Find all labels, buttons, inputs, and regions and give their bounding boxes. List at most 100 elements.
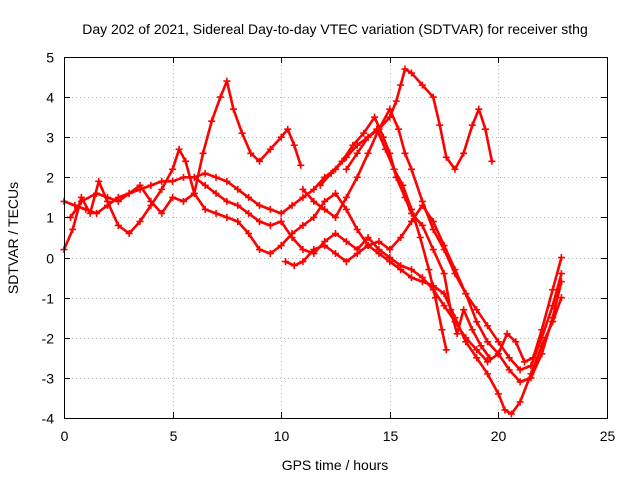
data-point bbox=[538, 334, 546, 342]
data-point bbox=[353, 225, 361, 233]
data-point bbox=[290, 141, 298, 149]
data-point bbox=[436, 121, 444, 129]
data-point bbox=[208, 117, 216, 125]
data-point bbox=[425, 266, 433, 274]
data-point bbox=[169, 165, 177, 173]
data-point bbox=[288, 201, 296, 209]
data-point bbox=[418, 197, 426, 205]
data-point bbox=[451, 165, 459, 173]
data-point bbox=[338, 157, 346, 165]
data-point bbox=[505, 354, 513, 362]
data-point bbox=[125, 189, 133, 197]
data-point bbox=[494, 338, 502, 346]
data-point bbox=[266, 221, 274, 229]
data-point bbox=[394, 125, 402, 133]
data-point bbox=[520, 358, 528, 366]
series-trace bbox=[193, 176, 563, 364]
x-axis-label: GPS time / hours bbox=[282, 457, 389, 473]
data-point bbox=[247, 149, 255, 157]
data-point bbox=[190, 189, 198, 197]
series-trace bbox=[318, 115, 492, 360]
data-point bbox=[364, 149, 372, 157]
data-point bbox=[299, 221, 307, 229]
data-point bbox=[505, 366, 513, 374]
data-point bbox=[442, 346, 450, 354]
data-point bbox=[255, 246, 263, 254]
data-point bbox=[310, 213, 318, 221]
data-point bbox=[408, 266, 416, 274]
data-point bbox=[484, 358, 492, 366]
data-point bbox=[375, 238, 383, 246]
data-point bbox=[484, 338, 492, 346]
data-point bbox=[342, 193, 350, 201]
data-point bbox=[392, 97, 400, 105]
data-point bbox=[460, 149, 468, 157]
data-point bbox=[431, 294, 439, 302]
data-point bbox=[284, 125, 292, 133]
data-point bbox=[440, 270, 448, 278]
data-point bbox=[299, 193, 307, 201]
data-point bbox=[429, 93, 437, 101]
data-point bbox=[453, 330, 461, 338]
data-point bbox=[158, 185, 166, 193]
data-point bbox=[401, 65, 409, 73]
data-point bbox=[408, 69, 416, 77]
x-tick-label: 20 bbox=[491, 428, 507, 444]
y-tick-label: -2 bbox=[42, 331, 55, 347]
data-point bbox=[234, 201, 242, 209]
y-tick-label: 5 bbox=[46, 50, 54, 66]
data-point bbox=[310, 246, 318, 254]
data-point bbox=[438, 326, 446, 334]
data-point bbox=[429, 246, 437, 254]
data-point bbox=[234, 185, 242, 193]
data-point bbox=[321, 197, 329, 205]
data-point bbox=[475, 105, 483, 113]
data-point bbox=[136, 217, 144, 225]
data-point bbox=[255, 201, 263, 209]
data-point bbox=[549, 314, 557, 322]
y-axis-label: SDTVAR / TECUs bbox=[5, 182, 21, 294]
data-point bbox=[125, 229, 133, 237]
data-point bbox=[473, 346, 481, 354]
data-point bbox=[69, 225, 77, 233]
data-point bbox=[266, 145, 274, 153]
data-point bbox=[182, 157, 190, 165]
data-point bbox=[321, 205, 329, 213]
data-point bbox=[229, 105, 237, 113]
data-point bbox=[223, 213, 231, 221]
data-point bbox=[327, 169, 335, 177]
data-point bbox=[364, 234, 372, 241]
x-tick-label: 5 bbox=[170, 428, 178, 444]
data-point bbox=[310, 197, 318, 205]
data-point bbox=[86, 209, 94, 217]
data-point bbox=[408, 274, 416, 282]
data-point bbox=[557, 254, 565, 262]
y-tick-label: -4 bbox=[42, 411, 55, 427]
data-point bbox=[255, 157, 263, 165]
series-trace bbox=[62, 79, 303, 251]
data-point bbox=[408, 205, 416, 213]
data-point bbox=[216, 93, 224, 101]
data-point bbox=[557, 294, 565, 302]
data-point bbox=[103, 193, 111, 201]
data-point bbox=[473, 306, 481, 314]
data-point bbox=[397, 234, 405, 241]
data-point bbox=[199, 149, 207, 157]
data-point bbox=[169, 177, 177, 185]
data-point bbox=[310, 185, 318, 193]
data-point bbox=[95, 177, 103, 185]
data-point bbox=[266, 205, 274, 213]
data-point bbox=[477, 342, 485, 350]
series-trace bbox=[284, 204, 563, 384]
data-point bbox=[408, 165, 416, 173]
data-point bbox=[212, 189, 220, 197]
data-point bbox=[175, 145, 183, 153]
data-point bbox=[516, 398, 524, 406]
grid bbox=[64, 57, 607, 418]
data-point bbox=[549, 286, 557, 294]
data-point bbox=[277, 209, 285, 217]
data-point bbox=[494, 350, 502, 358]
data-point bbox=[484, 322, 492, 330]
data-point bbox=[245, 229, 253, 237]
data-point bbox=[501, 406, 509, 414]
